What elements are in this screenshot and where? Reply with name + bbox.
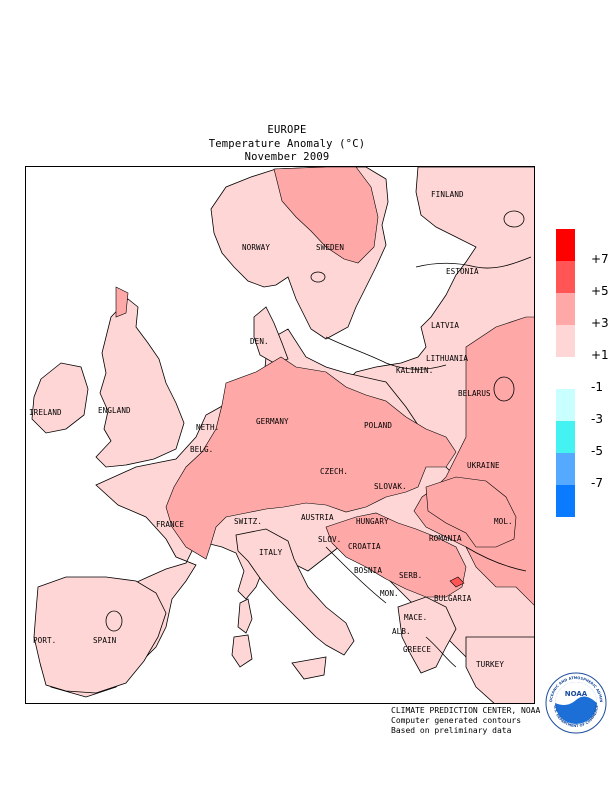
aegean-coast [425, 636, 457, 668]
central-europe-warm-area [165, 356, 457, 560]
italy-shape [235, 528, 355, 656]
sweden-warm-area [273, 167, 379, 264]
legend-swatch [556, 357, 575, 389]
sicily-shape [291, 656, 327, 680]
gulf-of-finland-coast [415, 256, 532, 269]
legend-tick-label: +3 [591, 316, 609, 330]
country-label-france: FRANCE [156, 520, 185, 529]
country-label-spain: SPAIN [93, 636, 117, 645]
country-label-finland: FINLAND [431, 190, 464, 199]
legend-tick-label: +7 [591, 252, 609, 266]
legend-tick-label: +5 [591, 284, 609, 298]
map-title-variable: Temperature Anomaly (°C) [208, 138, 366, 150]
balkans-warm-area [325, 512, 467, 598]
black-sea-coast [465, 546, 527, 572]
scotland-warm-area [115, 286, 129, 318]
country-label-belarus: BELARUS [458, 389, 491, 398]
country-label-bulgaria: BULGARIA [434, 594, 472, 603]
country-label-greece: GREECE [403, 645, 432, 654]
coastline-details [105, 210, 532, 668]
iberia-warm-contour [105, 610, 123, 632]
country-label-turkey: TURKEY [476, 660, 505, 669]
country-label-estonia: ESTONIA [446, 267, 479, 276]
country-label-ireland: IRELAND [29, 408, 62, 417]
country-label-hungary: HUNGARY [356, 517, 389, 526]
corsica-shape [237, 598, 253, 634]
country-label-bosnia: BOSNIA [354, 566, 383, 575]
legend-color-bar [556, 229, 575, 517]
country-label-den: DEN. [250, 337, 269, 346]
anomaly-fill-3-to-5 [115, 167, 534, 606]
turkey-shape [465, 636, 534, 703]
country-label-kalinin: KALININ. [396, 366, 434, 375]
country-label-italy: ITALY [259, 548, 283, 557]
romania-warm-area [425, 476, 517, 548]
country-label-neth: NETH. [196, 423, 220, 432]
legend-tick-label: +1 [591, 348, 609, 362]
anomaly-map: FINLAND NORWAY SWEDEN ESTONIA LATVIA LITHUANI… [25, 166, 535, 704]
legend-tick-label: -3 [591, 412, 603, 426]
country-label-alb: ALB. [392, 627, 411, 636]
legend-tick-label: -7 [591, 476, 603, 490]
country-label-lithuania: LITHUANIA [426, 354, 469, 363]
country-label-croatia: CROATIA [348, 542, 381, 551]
country-label-switz: SWITZ. [234, 517, 263, 526]
country-label-romania: ROMANIA [429, 534, 462, 543]
ireland-shape [31, 362, 89, 434]
legend-swatch [556, 229, 575, 261]
legend-tick-label: -1 [591, 380, 603, 394]
legend-swatch [556, 485, 575, 517]
country-label-germany: GERMANY [256, 417, 289, 426]
lake-vanern [310, 271, 326, 283]
legend-swatch [556, 421, 575, 453]
britain-shape [95, 298, 185, 468]
country-label-mace: MACE. [404, 613, 428, 622]
legend-swatch [556, 293, 575, 325]
country-label-belg: BELG. [190, 445, 214, 454]
noaa-logo-text: NOAA [565, 690, 588, 698]
country-label-norway: NORWAY [242, 243, 271, 252]
country-label-slovak: SLOVAK. [374, 482, 407, 491]
country-label-slov: SLOV. [318, 535, 342, 544]
legend-tick-label: -5 [591, 444, 603, 458]
anomaly-fill-5-to-7 [449, 576, 465, 588]
country-label-port: PORT. [33, 636, 57, 645]
bulgaria-hot-spot [449, 576, 465, 588]
map-title-period: November 2009 [244, 151, 330, 163]
lake-ladoga [503, 210, 525, 228]
denmark-shape [253, 306, 289, 364]
country-label-england: ENGLAND [98, 406, 131, 415]
greece-shape [397, 596, 457, 674]
legend-swatch [556, 261, 575, 293]
legend-swatch [556, 325, 575, 357]
iberia-shape [33, 576, 167, 694]
country-label-serb: SERB. [399, 571, 423, 580]
map-title-region: EUROPE [267, 124, 307, 136]
sardinia-shape [231, 634, 253, 668]
country-label-mon: MON. [380, 589, 399, 598]
country-label-latvia: LATVIA [431, 321, 460, 330]
noaa-logo: NOAA NATIONAL OCEANIC AND ATMOSPHERIC AD… [545, 672, 607, 734]
credit-line-3: Based on preliminary data [391, 726, 512, 735]
anomaly-map-svg [31, 167, 534, 703]
ukraine-contour [493, 376, 515, 402]
country-label-czech: CZECH. [320, 467, 349, 476]
country-label-sweden: SWEDEN [316, 243, 345, 252]
adriatic-coast [325, 546, 387, 604]
credit-line-2: Computer generated contours [391, 716, 522, 725]
credit-line-1: CLIMATE PREDICTION CENTER, NOAA [391, 706, 541, 715]
country-label-poland: POLAND [364, 421, 393, 430]
country-label-austria: AUSTRIA [301, 513, 334, 522]
country-label-mol: MOL. [494, 517, 513, 526]
legend-swatch [556, 453, 575, 485]
legend-swatch [556, 389, 575, 421]
country-label-ukraine: UKRAINE [467, 461, 500, 470]
baltic-coast [325, 336, 447, 370]
